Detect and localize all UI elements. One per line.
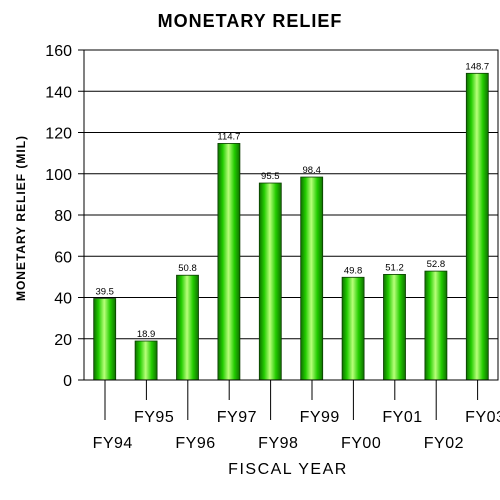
x-axis-ticks: FY94FY95FY96FY97FY98FY99FY00FY01FY02FY03	[93, 380, 500, 452]
bar-fy00	[341, 276, 365, 381]
y-tick-label: 140	[45, 84, 72, 101]
y-tick-label: 20	[54, 332, 72, 349]
data-label: 98.4	[302, 165, 321, 176]
x-tick-label: FY96	[175, 435, 215, 452]
x-tick-label: FY02	[424, 435, 464, 452]
bar-fy03	[465, 72, 489, 381]
x-tick-label: FY03	[465, 409, 500, 426]
bar-fy97	[217, 143, 241, 381]
x-tick-label: FY01	[382, 409, 422, 426]
gridlines	[84, 90, 498, 340]
x-tick-label: FY99	[300, 409, 340, 426]
y-tick-label: 100	[45, 167, 72, 184]
data-label: 148.7	[465, 61, 489, 72]
data-label: 39.5	[95, 287, 114, 298]
x-tick-label: FY95	[134, 409, 174, 426]
y-tick-label: 60	[54, 249, 72, 266]
x-axis-label: FISCAL YEAR	[228, 461, 348, 478]
data-label: 49.8	[344, 265, 363, 276]
data-label: 18.9	[137, 329, 156, 340]
x-tick-label: FY98	[258, 435, 298, 452]
data-label: 114.7	[217, 131, 240, 142]
y-tick-label: 80	[54, 208, 72, 225]
y-tick-label: 40	[54, 291, 72, 308]
plot-frame	[83, 49, 499, 381]
y-axis-label: MONETARY RELIEF (MIL)	[14, 135, 28, 301]
x-tick-label: FY94	[93, 435, 133, 452]
y-tick-label: 0	[63, 373, 72, 390]
chart-title: MONETARY RELIEF	[158, 11, 343, 31]
bar-fy99	[300, 176, 324, 381]
y-tick-label: 160	[45, 43, 72, 60]
bar-fy94	[93, 298, 117, 381]
data-labels: 39.5 18.9 50.8 114.7 95.5 98.4 49.8 51.2 52.8 148…	[95, 61, 489, 340]
data-label: 95.5	[261, 171, 280, 182]
bar-fy96	[176, 274, 199, 381]
bars	[93, 72, 489, 381]
y-tick-label: 120	[45, 126, 72, 143]
y-axis-ticks: 0 20 40 60 80 100 120 140 160	[45, 43, 84, 390]
x-tick-label: FY97	[217, 409, 257, 426]
bar-fy01	[383, 273, 406, 381]
bar-fy95	[134, 340, 158, 381]
bar-fy02	[424, 270, 448, 381]
data-label: 51.2	[385, 262, 404, 273]
bar-fy98	[258, 182, 282, 381]
data-label: 50.8	[178, 263, 197, 274]
data-label: 52.8	[427, 259, 446, 270]
x-tick-label: FY00	[341, 435, 381, 452]
